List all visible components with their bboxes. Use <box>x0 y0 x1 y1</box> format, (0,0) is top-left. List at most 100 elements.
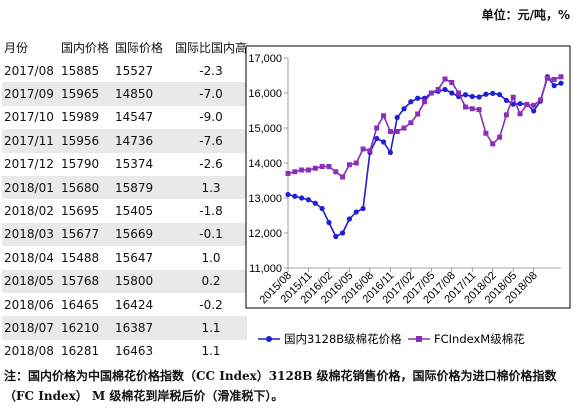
data-point-international <box>449 80 455 85</box>
table-row: 2018/03 15677 15669 -0.1 <box>2 222 248 247</box>
cell-domestic-price: 15768 <box>61 269 115 293</box>
data-point-international <box>381 113 387 119</box>
cell-domestic-price: 16281 <box>61 344 100 359</box>
cell-international-price: 15669 <box>115 222 175 247</box>
data-point-international <box>346 162 352 168</box>
data-point-domestic <box>319 205 325 212</box>
cell-month: 2017/12 <box>4 157 54 172</box>
data-point-international <box>435 87 441 92</box>
data-point-international <box>551 76 557 82</box>
data-point-domestic <box>353 209 359 215</box>
cell-domestic-price: 15989 <box>61 110 100 125</box>
data-point-domestic <box>312 200 318 206</box>
data-point-domestic <box>449 90 455 96</box>
cell-month: 2018/01 <box>2 175 61 200</box>
cell-month: 2018/05 <box>2 269 61 293</box>
data-point-domestic <box>510 101 516 107</box>
data-point-domestic <box>394 114 400 121</box>
data-point-domestic <box>531 108 537 114</box>
cell-month: 2017/11 <box>2 129 61 153</box>
cell-international-price: 16463 <box>115 344 154 359</box>
table-row: 2018/05 15768 15800 0.2 <box>2 269 248 293</box>
cell-difference: -2.6 <box>199 157 223 172</box>
legend-label-0: 国内3128B级棉花价格 <box>284 332 402 346</box>
cell-domestic-price: 15677 <box>61 222 115 247</box>
data-point-international <box>292 169 298 175</box>
cell-difference: 1.0 <box>201 250 221 265</box>
legend-marker-1 <box>416 336 422 342</box>
data-point-domestic <box>558 80 564 86</box>
data-point-domestic <box>346 216 353 222</box>
cell-international-price: 15879 <box>115 175 175 200</box>
data-point-international <box>476 107 482 113</box>
cell-international-price: 15405 <box>115 204 154 219</box>
data-point-domestic <box>415 95 421 101</box>
data-point-international <box>510 94 516 100</box>
data-point-international <box>538 97 544 103</box>
cell-difference: -1.8 <box>199 204 223 219</box>
data-point-domestic <box>305 197 312 203</box>
table-row: 2017/08 15885 15527 -2.3 <box>2 59 247 82</box>
data-point-international <box>469 106 475 112</box>
data-point-international <box>408 120 414 126</box>
data-point-international <box>319 164 325 169</box>
data-point-domestic <box>496 91 503 98</box>
data-point-domestic <box>299 195 305 201</box>
data-point-domestic <box>380 139 387 145</box>
data-point-international <box>285 171 291 176</box>
data-point-international <box>367 148 373 154</box>
legend-label-1: FCIndexM级棉花 <box>434 332 525 346</box>
data-point-domestic <box>374 135 380 142</box>
table-row: 2017/09 15965 14850 -7.0 <box>2 82 248 106</box>
header-international-price: 国际价格 <box>115 41 164 55</box>
data-point-international <box>503 112 509 118</box>
table-row: 2018/02 15695 15405 -1.8 <box>2 199 247 222</box>
data-point-international <box>524 102 530 108</box>
data-point-domestic <box>462 92 469 98</box>
cell-international-price: 15800 <box>115 269 175 293</box>
data-point-international <box>490 141 496 147</box>
cell-domestic-price: 15488 <box>61 250 100 265</box>
cell-difference: -0.2 <box>199 297 223 312</box>
data-point-domestic <box>503 97 509 103</box>
cell-international-price: 14850 <box>115 82 175 106</box>
header-domestic-price: 国内价格 <box>61 41 110 55</box>
data-point-international <box>456 90 462 96</box>
data-point-domestic <box>285 191 291 198</box>
data-point-international <box>483 130 489 136</box>
data-point-international <box>299 167 305 173</box>
y-tick-label: 11,000 <box>249 263 282 275</box>
cell-domestic-price: 15956 <box>61 129 115 153</box>
data-point-domestic <box>517 101 523 107</box>
cell-month: 2017/09 <box>2 82 61 106</box>
cell-difference: -9.0 <box>199 110 223 125</box>
data-point-international <box>353 160 359 166</box>
y-tick-label: 15,000 <box>248 123 282 135</box>
data-point-international <box>333 169 339 175</box>
table-row: 2018/07 16210 16387 1.1 <box>2 316 248 340</box>
data-point-international <box>326 164 332 169</box>
data-point-domestic <box>476 94 482 100</box>
y-tick-label: 16,000 <box>248 88 282 100</box>
cell-domestic-price: 16210 <box>61 316 115 340</box>
table-row: 2017/12 15790 15374 -2.6 <box>2 153 247 176</box>
data-point-domestic <box>326 219 332 226</box>
price-table: 月份 国内价格 国际价格 国际比国内高 2017/08 15885 15527 -2.… <box>2 36 248 363</box>
data-point-international <box>374 125 380 131</box>
data-point-domestic <box>483 91 489 97</box>
table-row: 2018/08 16281 16463 1.1 <box>2 340 247 363</box>
cell-international-price: 16387 <box>115 316 175 340</box>
cell-international-price: 15647 <box>115 250 154 265</box>
data-point-international <box>422 99 427 105</box>
header-month: 月份 <box>4 41 29 55</box>
cell-domestic-price: 15695 <box>61 204 100 219</box>
y-tick-label: 12,000 <box>248 228 282 240</box>
data-point-domestic <box>551 83 557 89</box>
data-point-domestic <box>490 90 496 96</box>
data-point-domestic <box>292 193 298 199</box>
table-header-row: 月份 国内价格 国际价格 国际比国内高 <box>2 36 247 59</box>
data-point-domestic <box>401 106 407 112</box>
cell-month: 2018/03 <box>2 222 61 247</box>
data-point-domestic <box>387 149 393 156</box>
data-point-international <box>305 167 311 173</box>
